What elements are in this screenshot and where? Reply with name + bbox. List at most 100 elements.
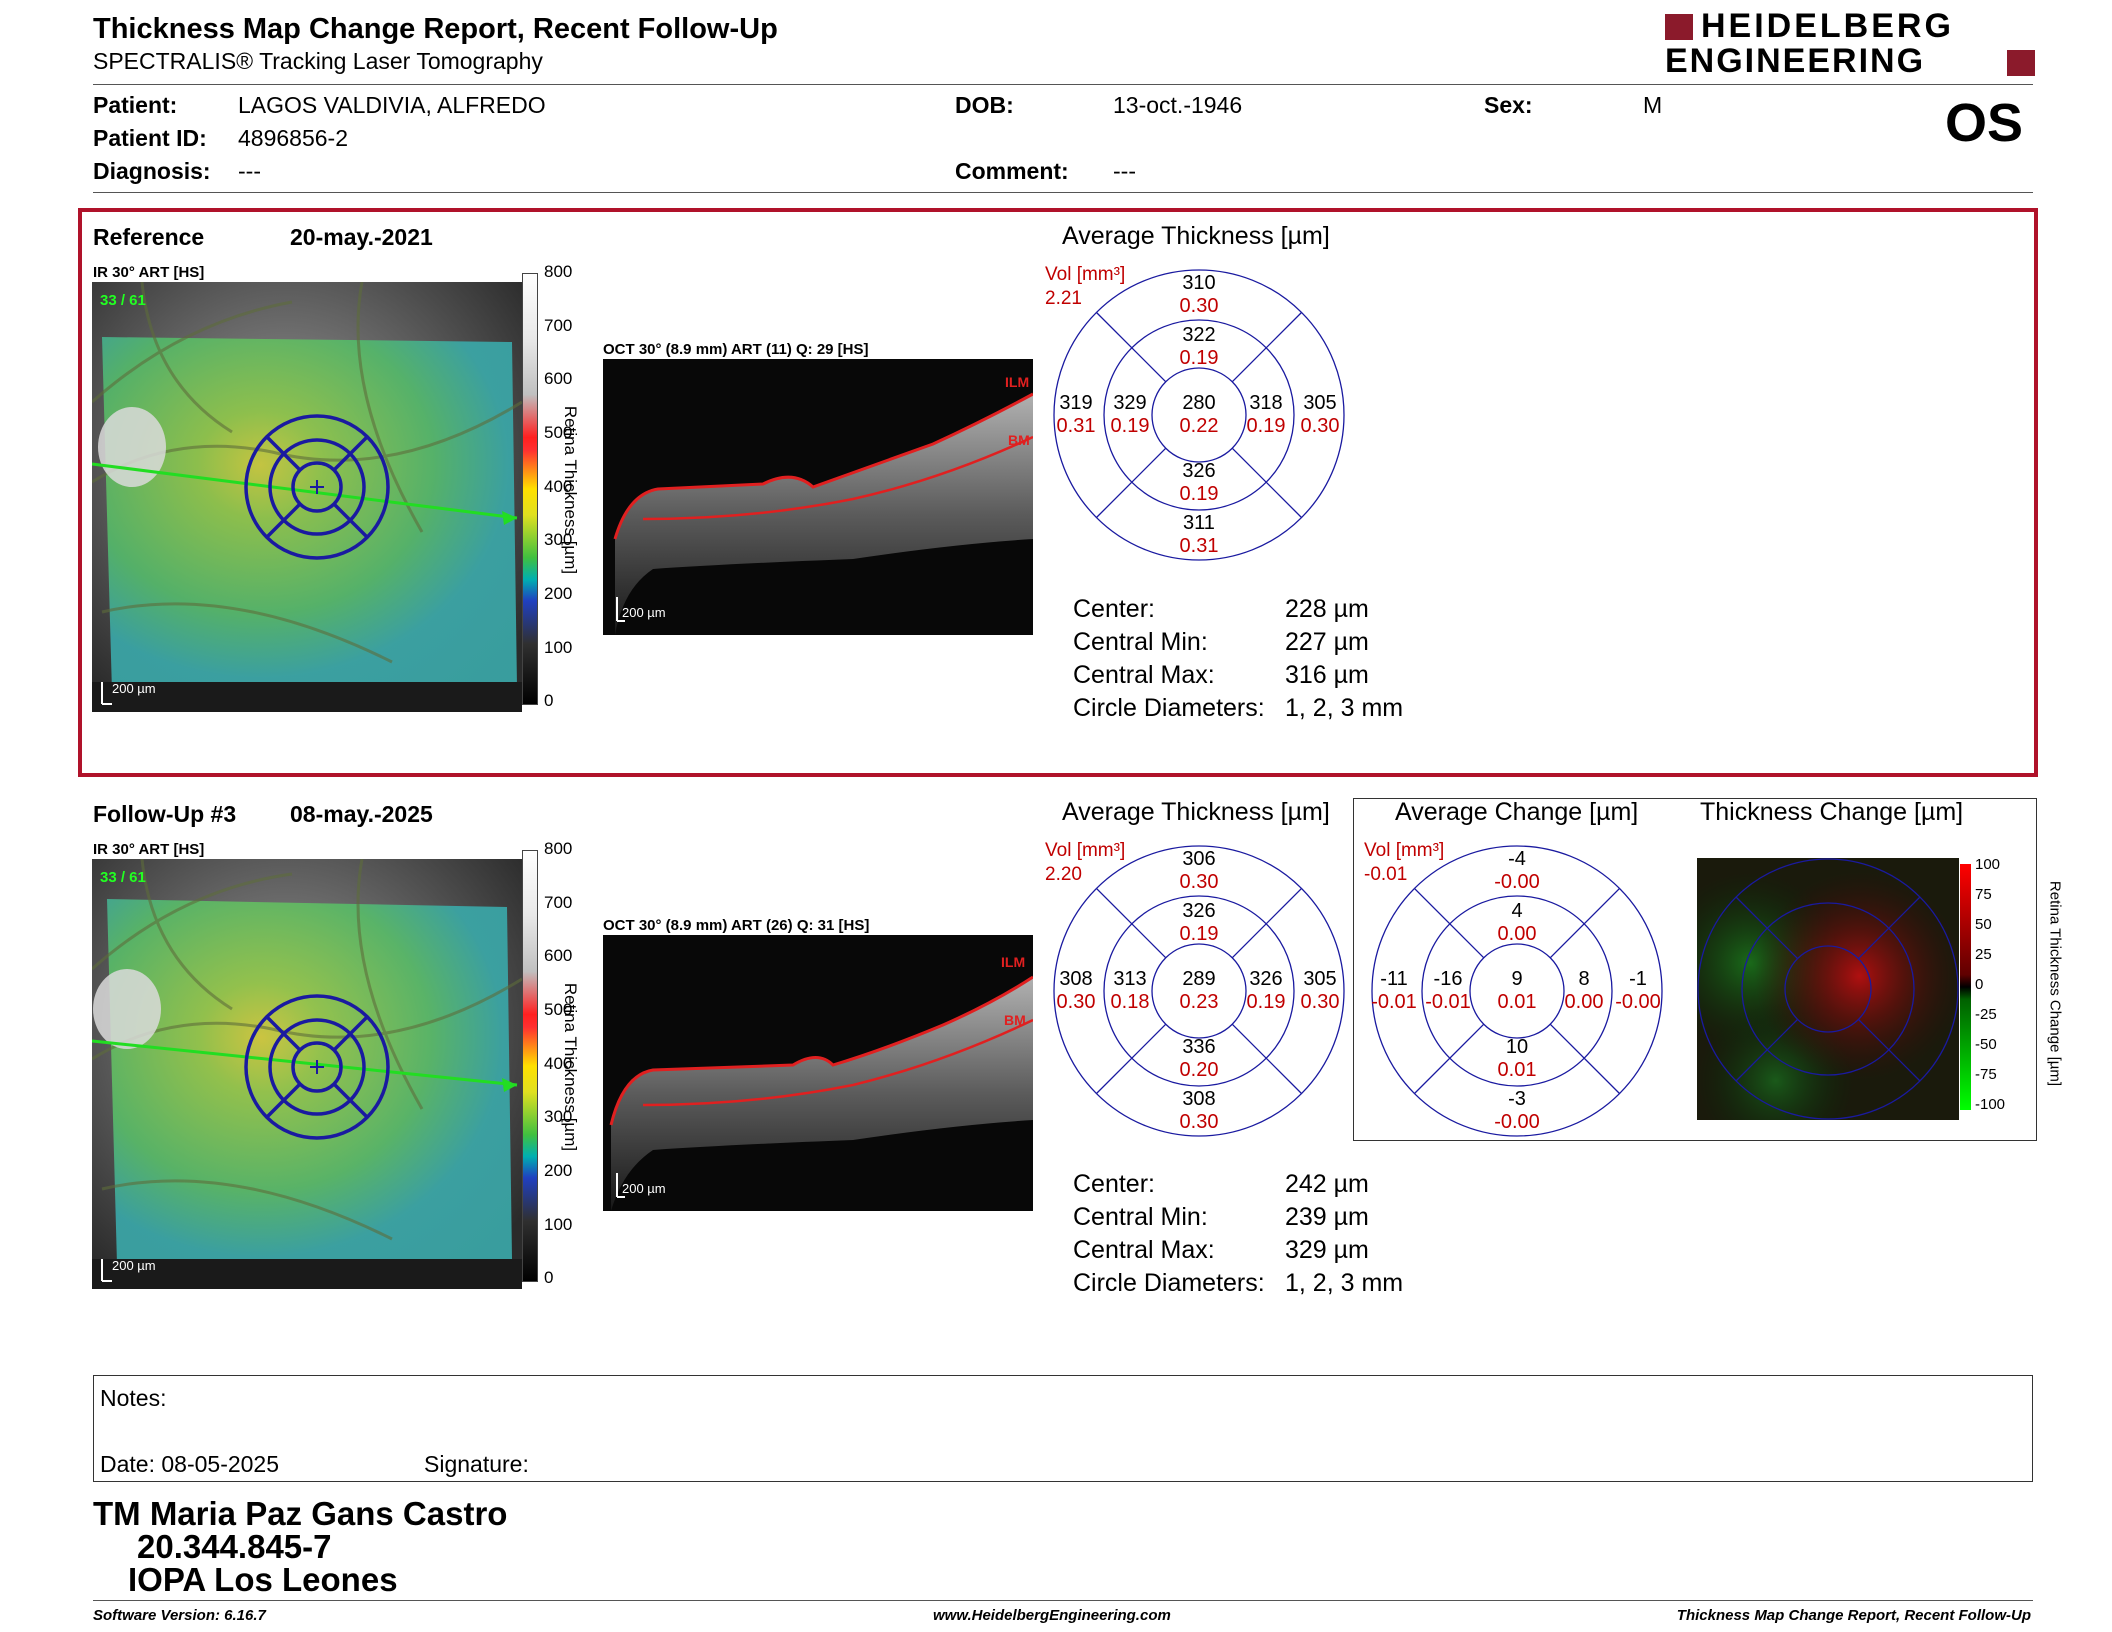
circle-diameters-label: Circle Diameters: — [1073, 694, 1265, 722]
diagnosis-value: --- — [238, 158, 261, 184]
ir-image-label: IR 30° ART [HS] — [93, 264, 205, 281]
ir-scale-bar: 200 µm — [112, 681, 156, 696]
change-volume-value: -0.01 — [1364, 864, 1408, 885]
central-max-value: 329 µm — [1285, 1236, 1369, 1264]
etdrs-grid — [1052, 268, 1346, 562]
notes-label: Notes: — [100, 1385, 167, 1411]
colorbar-title: Retina Thickness [µm] — [561, 982, 580, 1152]
sector-outer-temporal: 308 0.30 — [1056, 968, 1096, 1013]
fundus-thickness-map — [91, 281, 523, 712]
average-thickness-title: Average Thickness [µm] — [1062, 798, 1330, 826]
circle-diameters-value: 1, 2, 3 mm — [1285, 694, 1404, 722]
sector-inner-nasal: 326 0.19 — [1246, 968, 1286, 1013]
signature-label: Signature: — [424, 1451, 529, 1477]
sector-outer-inferior: 308 0.30 — [1179, 1088, 1219, 1133]
report-subtitle: SPECTRALIS® Tracking Laser Tomography — [93, 48, 543, 74]
change-sector-inner-superior: 4 0.00 — [1497, 900, 1537, 945]
website-link[interactable]: www.HeidelbergEngineering.com — [933, 1607, 1171, 1624]
change-sector-outer-nasal: -1 -0.00 — [1615, 968, 1661, 1013]
signer-name: TM Maria Paz Gans Castro — [93, 1495, 508, 1532]
thickness-change-map — [1697, 858, 1959, 1120]
ir-quality: 33 / 61 — [100, 869, 146, 886]
fundus-thickness-map — [91, 858, 523, 1289]
center-label: Center: — [1073, 595, 1155, 623]
patient-id: 4896856-2 — [238, 125, 348, 151]
change-sector-outer-superior: -4 -0.00 — [1494, 848, 1540, 893]
sector-inner-temporal: 313 0.18 — [1110, 968, 1150, 1013]
sector-inner-temporal: 329 0.19 — [1110, 392, 1150, 437]
change-panel — [1353, 798, 2037, 1141]
ir-scale-bar: 200 µm — [112, 1258, 156, 1273]
dob-value: 13-oct.-1946 — [1113, 92, 1243, 118]
sector-outer-superior: 310 0.30 — [1179, 272, 1219, 317]
diagnosis-label: Diagnosis: — [93, 158, 211, 184]
sector-inner-inferior: 326 0.19 — [1179, 460, 1219, 505]
sector-outer-superior: 306 0.30 — [1179, 848, 1219, 893]
central-min-value: 227 µm — [1285, 628, 1369, 656]
oct-scan-label: OCT 30° (8.9 mm) ART (11) Q: 29 [HS] — [603, 341, 869, 358]
sector-center: 289 0.23 — [1179, 968, 1219, 1013]
thickness-colorbar — [522, 273, 538, 705]
change-sector-inner-temporal: -16 -0.01 — [1425, 968, 1471, 1013]
ir-quality: 33 / 61 — [100, 292, 146, 309]
thickness-change-title: Thickness Change [µm] — [1700, 798, 1964, 826]
etdrs-grid — [1052, 844, 1346, 1138]
center-label: Center: — [1073, 1170, 1155, 1198]
ir-image-label: IR 30° ART [HS] — [93, 841, 205, 858]
patient-label: Patient: — [93, 92, 178, 118]
central-min-label: Central Min: — [1073, 1203, 1208, 1231]
oct-bscan — [603, 359, 1034, 635]
change-sector-outer-inferior: -3 -0.00 — [1494, 1088, 1540, 1133]
report-title: Thickness Map Change Report, Recent Foll… — [93, 13, 778, 45]
reference-label: Reference — [93, 224, 205, 250]
software-version: Software Version: 6.16.7 — [93, 1607, 266, 1624]
sector-outer-inferior: 311 0.31 — [1179, 512, 1219, 557]
heidelberg-logo: HEIDELBERG ENGINEERING — [1665, 8, 2035, 79]
ilm-label: ILM — [1001, 954, 1026, 970]
change-colorbar-title: Retina Thickness Change [µm] — [2046, 880, 2064, 1087]
bm-label: BM — [1004, 1012, 1026, 1028]
notes-date: Date: 08-05-2025 — [100, 1451, 280, 1477]
thickness-colorbar — [522, 850, 538, 1282]
comment-label: Comment: — [955, 158, 1069, 184]
average-thickness-title: Average Thickness [µm] — [1062, 222, 1330, 250]
center-value: 228 µm — [1285, 595, 1369, 623]
change-sector-inner-nasal: 8 0.00 — [1564, 968, 1604, 1013]
central-min-value: 239 µm — [1285, 1203, 1369, 1231]
oct-scale-bar: 200 µm — [622, 605, 666, 620]
patient-id-label: Patient ID: — [93, 125, 207, 151]
colorbar-ticks: 800 700 600 500 400 300 200 100 0 — [544, 262, 573, 710]
average-change-title: Average Change [µm] — [1395, 798, 1639, 826]
volume-label: Vol [mm³] — [1045, 264, 1126, 285]
center-value: 242 µm — [1285, 1170, 1369, 1198]
oct-scale-bar: 200 µm — [622, 1181, 666, 1196]
comment-value: --- — [1113, 158, 1136, 184]
sector-center: 280 0.22 — [1179, 392, 1219, 437]
volume-value: 2.21 — [1045, 288, 1082, 309]
patient-name: LAGOS VALDIVIA, ALFREDO — [238, 92, 546, 118]
followup-date: 08-may.-2025 — [290, 801, 433, 827]
ilm-label: ILM — [1005, 374, 1030, 390]
sector-outer-nasal: 305 0.30 — [1300, 392, 1340, 437]
notes-box[interactable] — [93, 1375, 2033, 1482]
bm-label: BM — [1008, 432, 1030, 448]
central-min-label: Central Min: — [1073, 628, 1208, 656]
sex-value: M — [1643, 92, 1663, 118]
sector-inner-superior: 322 0.19 — [1179, 324, 1219, 369]
reference-panel — [78, 208, 2038, 777]
change-sector-inner-inferior: 10 0.01 — [1497, 1036, 1537, 1081]
change-sector-outer-temporal: -11 -0.01 — [1371, 968, 1417, 1013]
change-colorbar — [1960, 864, 1971, 1110]
signer-id: 20.344.845-7 — [137, 1528, 332, 1565]
oct-scan-label: OCT 30° (8.9 mm) ART (26) Q: 31 [HS] — [603, 917, 870, 934]
circle-diameters-value: 1, 2, 3 mm — [1285, 1269, 1404, 1297]
footer-report-name: Thickness Map Change Report, Recent Foll… — [1676, 1607, 2031, 1624]
sector-outer-temporal: 319 0.31 — [1056, 392, 1096, 437]
eye-indicator: OS — [1945, 93, 2024, 153]
sector-inner-superior: 326 0.19 — [1179, 900, 1219, 945]
followup-label: Follow-Up #3 — [93, 801, 237, 827]
signer-place: IOPA Los Leones — [128, 1561, 398, 1598]
central-max-label: Central Max: — [1073, 661, 1215, 689]
reference-date: 20-may.-2021 — [290, 224, 433, 250]
sector-outer-nasal: 305 0.30 — [1300, 968, 1340, 1013]
